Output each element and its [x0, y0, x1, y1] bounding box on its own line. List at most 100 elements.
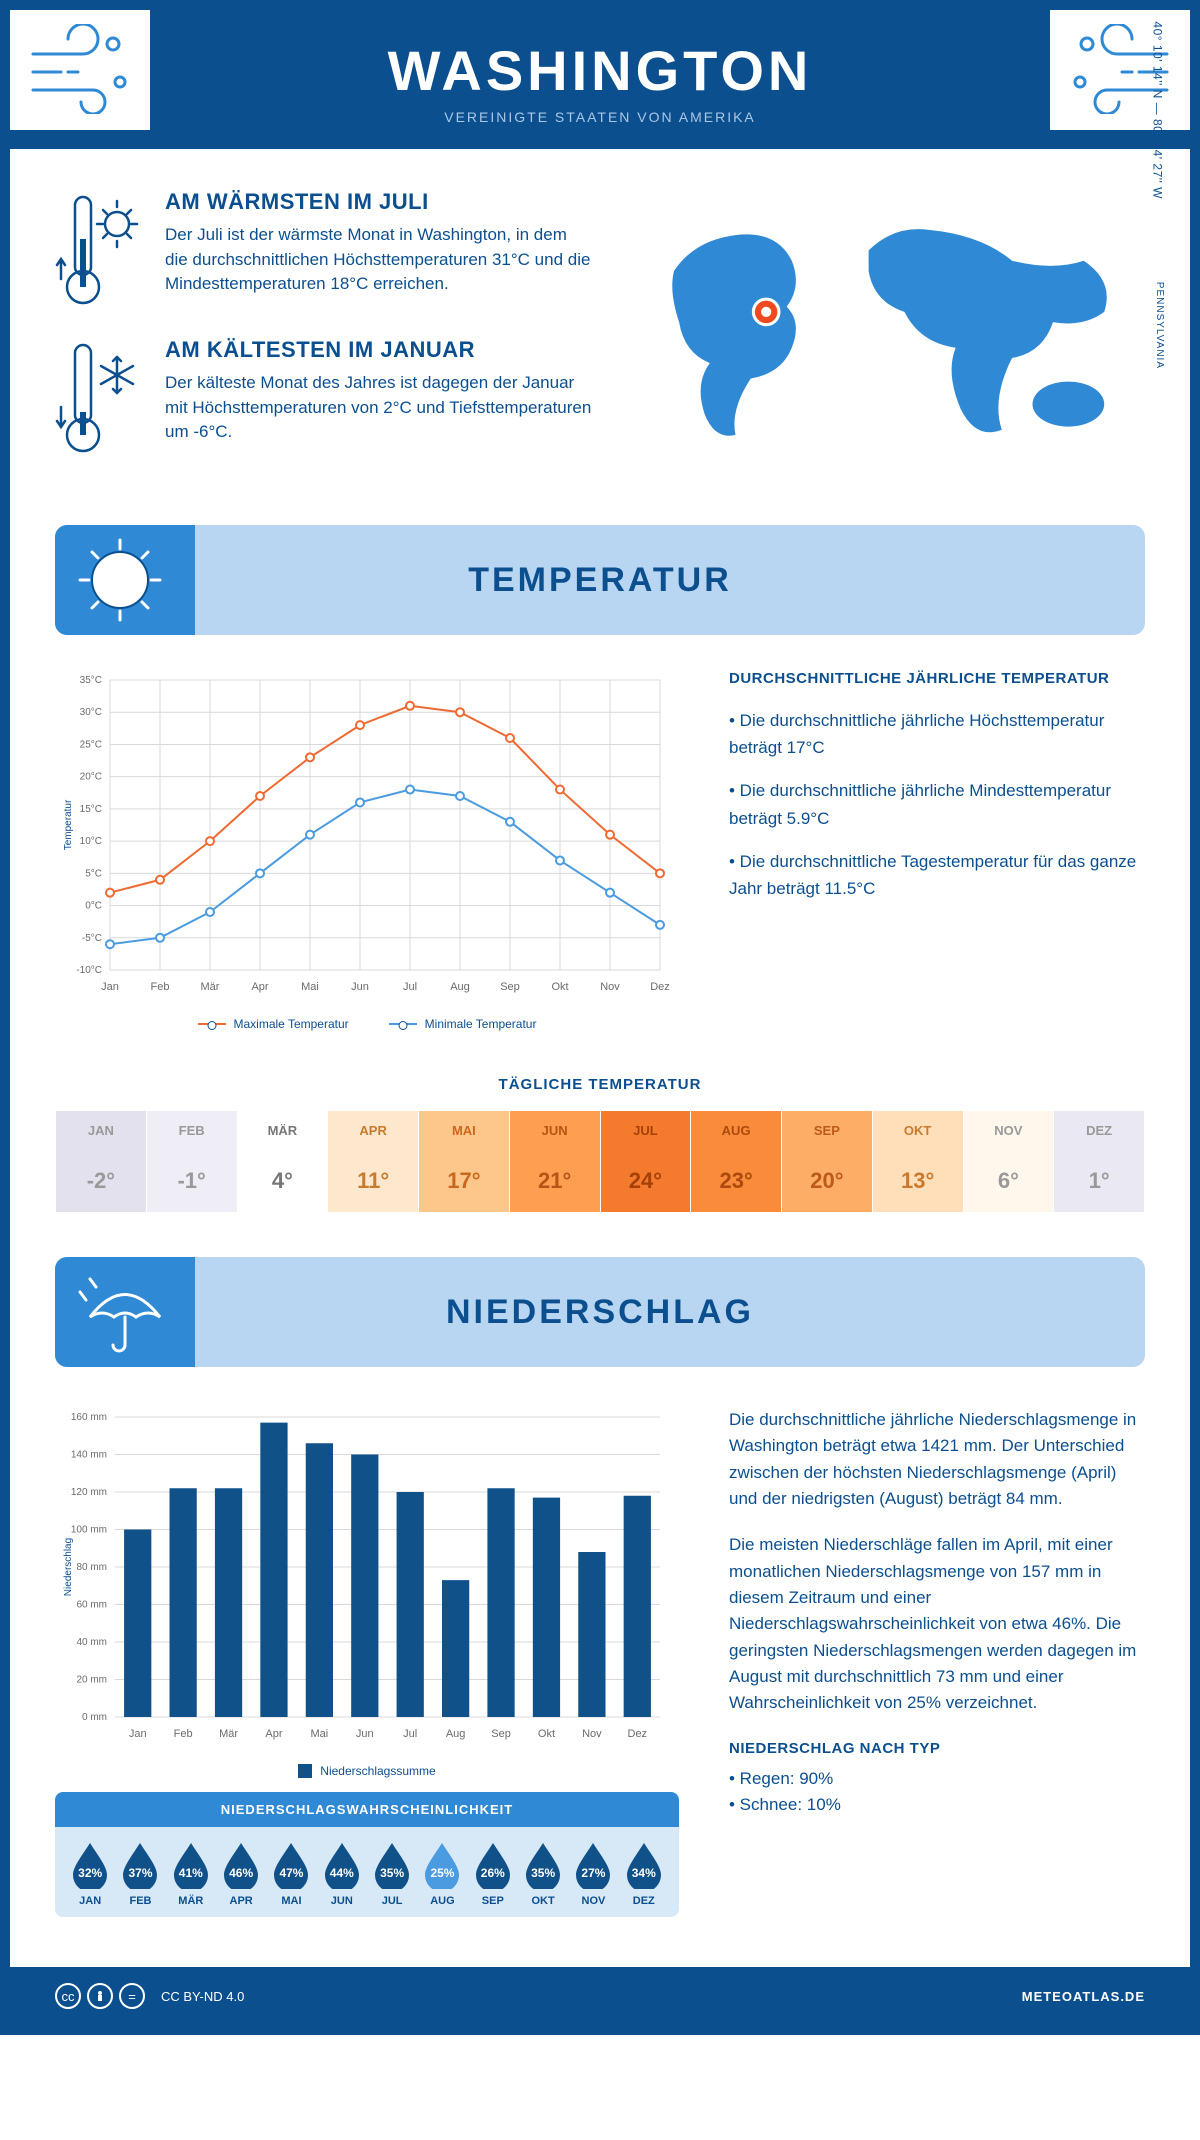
fact-coldest: AM KÄLTESTEN IM JANUAR Der kälteste Mona… — [55, 337, 593, 457]
heatmap-col: MAI 17° — [419, 1111, 510, 1212]
nd-icon: = — [119, 1983, 145, 2009]
precip-type-title: NIEDERSCHLAG NACH TYP — [729, 1737, 1145, 1760]
svg-text:140 mm: 140 mm — [71, 1450, 107, 1461]
svg-text:Okt: Okt — [551, 981, 568, 993]
precip-type: • Schnee: 10% — [729, 1792, 1145, 1818]
svg-text:Sep: Sep — [491, 1728, 511, 1740]
svg-text:Jan: Jan — [101, 981, 119, 993]
svg-text:Mär: Mär — [219, 1728, 238, 1740]
sun-icon — [70, 535, 180, 625]
svg-text:0°C: 0°C — [85, 901, 102, 912]
fact-cold-text: Der kälteste Monat des Jahres ist dagege… — [165, 371, 593, 445]
by-icon — [87, 1983, 113, 2009]
svg-text:Mai: Mai — [301, 981, 319, 993]
fact-cold-title: AM KÄLTESTEN IM JANUAR — [165, 337, 593, 363]
header: WASHINGTON VEREINIGTE STAATEN VON AMERIK… — [10, 10, 1190, 149]
world-map: 40° 10' 14'' N — 80° 14' 27'' W PENNSYLV… — [633, 189, 1145, 485]
prob-title: NIEDERSCHLAGSWAHRSCHEINLICHKEIT — [55, 1792, 679, 1827]
intro-row: AM WÄRMSTEN IM JULI Der Juli ist der wär… — [10, 149, 1190, 515]
temperature-line-chart: -10°C-5°C0°C5°C10°C15°C20°C25°C30°C35°CJ… — [55, 670, 679, 1031]
coordinates: 40° 10' 14'' N — 80° 14' 27'' W — [1151, 21, 1165, 199]
site-name: METEOATLAS.DE — [1022, 1989, 1145, 2004]
prob-col: 46% APR — [216, 1841, 266, 1907]
umbrella-icon — [70, 1267, 180, 1357]
raindrop-icon: 37% — [121, 1841, 159, 1889]
svg-text:Dez: Dez — [628, 1728, 648, 1740]
heatmap-col: FEB -1° — [147, 1111, 238, 1212]
precip-type: • Regen: 90% — [729, 1766, 1145, 1792]
svg-text:Feb: Feb — [151, 981, 170, 993]
svg-text:Aug: Aug — [450, 981, 470, 993]
svg-text:Aug: Aug — [446, 1728, 466, 1740]
page-title: WASHINGTON — [10, 38, 1190, 103]
prob-col: 26% SEP — [468, 1841, 518, 1907]
cc-icon: cc — [55, 1983, 81, 2009]
heatmap-col: APR 11° — [328, 1111, 419, 1212]
heatmap-col: MÄR 4° — [238, 1111, 329, 1212]
svg-text:25°C: 25°C — [80, 739, 102, 750]
svg-text:Nov: Nov — [600, 981, 620, 993]
svg-text:20 mm: 20 mm — [76, 1675, 107, 1686]
svg-text:60 mm: 60 mm — [76, 1600, 107, 1611]
raindrop-icon: 35% — [524, 1841, 562, 1889]
fact-warm-text: Der Juli ist der wärmste Monat in Washin… — [165, 223, 593, 297]
wind-icon — [28, 24, 138, 114]
prob-col: 32% JAN — [65, 1841, 115, 1907]
fact-warm-title: AM WÄRMSTEN IM JULI — [165, 189, 593, 215]
prob-col: 35% OKT — [518, 1841, 568, 1907]
svg-text:Jul: Jul — [403, 981, 417, 993]
monthly-temp-heatmap: JAN -2°FEB -1°MÄR 4°APR 11°MAI 17°JUN 21… — [55, 1111, 1145, 1212]
legend-max: Maximale Temperatur — [234, 1017, 349, 1031]
raindrop-icon: 41% — [172, 1841, 210, 1889]
raindrop-icon: 46% — [222, 1841, 260, 1889]
prob-col: 25% AUG — [417, 1841, 467, 1907]
svg-text:-10°C: -10°C — [76, 965, 102, 976]
temperature-banner: TEMPERATUR — [55, 525, 1145, 635]
thermometer-hot-icon — [55, 189, 145, 309]
prob-col: 35% JUL — [367, 1841, 417, 1907]
fact-warmest: AM WÄRMSTEN IM JULI Der Juli ist der wär… — [55, 189, 593, 309]
svg-text:120 mm: 120 mm — [71, 1487, 107, 1498]
raindrop-icon: 47% — [272, 1841, 310, 1889]
svg-text:Temperatur: Temperatur — [63, 799, 74, 850]
svg-text:Jan: Jan — [129, 1728, 147, 1740]
monthly-temp-title: TÄGLICHE TEMPERATUR — [10, 1076, 1190, 1093]
svg-text:Jun: Jun — [356, 1728, 374, 1740]
state-name: PENNSYLVANIA — [1154, 282, 1165, 369]
prob-col: 27% NOV — [568, 1841, 618, 1907]
prob-col: 41% MÄR — [166, 1841, 216, 1907]
legend-min: Minimale Temperatur — [425, 1017, 537, 1031]
temp-bullet: • Die durchschnittliche jährliche Höchst… — [729, 707, 1145, 761]
svg-text:Mär: Mär — [201, 981, 220, 993]
temp-bullet: • Die durchschnittliche jährliche Mindes… — [729, 777, 1145, 831]
svg-text:Apr: Apr — [265, 1728, 282, 1740]
heatmap-col: NOV 6° — [964, 1111, 1055, 1212]
precip-legend-label: Niederschlagssumme — [320, 1764, 435, 1778]
precipitation-banner: NIEDERSCHLAG — [55, 1257, 1145, 1367]
heatmap-col: JUL 24° — [601, 1111, 692, 1212]
svg-text:Jun: Jun — [351, 981, 369, 993]
heatmap-col: JAN -2° — [56, 1111, 147, 1212]
temp-side-title: DURCHSCHNITTLICHE JÄHRLICHE TEMPERATUR — [729, 670, 1145, 687]
precip-para: Die meisten Niederschläge fallen im Apri… — [729, 1532, 1145, 1716]
license-badge: cc = CC BY-ND 4.0 — [55, 1983, 244, 2009]
precipitation-bar-chart: 0 mm20 mm40 mm60 mm80 mm100 mm120 mm140 … — [55, 1407, 679, 1917]
prob-col: 47% MAI — [266, 1841, 316, 1907]
svg-text:100 mm: 100 mm — [71, 1525, 107, 1536]
svg-text:Niederschlag: Niederschlag — [63, 1538, 74, 1596]
page-subtitle: VEREINIGTE STAATEN VON AMERIKA — [10, 109, 1190, 125]
svg-text:10°C: 10°C — [80, 836, 102, 847]
temp-legend: Maximale Temperatur Minimale Temperatur — [55, 1017, 679, 1031]
svg-text:Mai: Mai — [311, 1728, 329, 1740]
svg-text:Feb: Feb — [174, 1728, 193, 1740]
temp-banner-title: TEMPERATUR — [468, 561, 732, 600]
svg-text:20°C: 20°C — [80, 772, 102, 783]
raindrop-icon: 25% — [423, 1841, 461, 1889]
prob-col: 44% JUN — [317, 1841, 367, 1907]
heatmap-col: SEP 20° — [782, 1111, 873, 1212]
svg-text:Nov: Nov — [582, 1728, 602, 1740]
raindrop-icon: 34% — [625, 1841, 663, 1889]
svg-text:Apr: Apr — [251, 981, 268, 993]
thermometer-cold-icon — [55, 337, 145, 457]
svg-text:160 mm: 160 mm — [71, 1412, 107, 1423]
